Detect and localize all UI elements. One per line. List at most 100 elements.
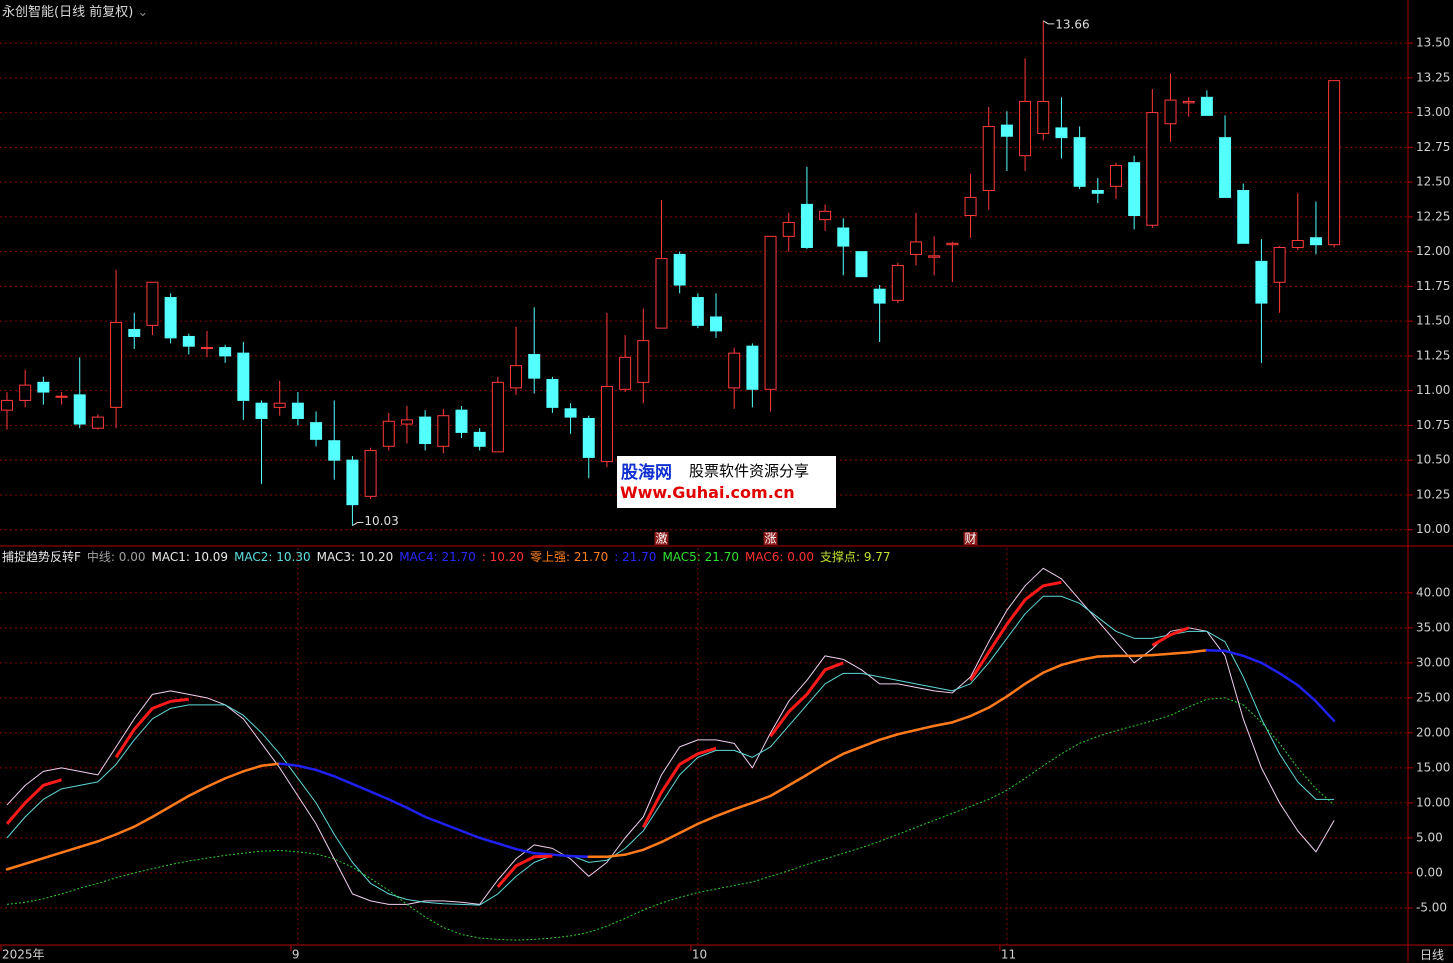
trend-segment xyxy=(878,732,900,742)
candle-body xyxy=(1291,240,1304,248)
y-tick-label: 13.50 xyxy=(1416,36,1450,50)
legend-entry: MAC1: 10.09 xyxy=(151,550,229,564)
candle-body xyxy=(382,420,395,447)
chart-title: 永创智能(日线 前复权) ⌄ xyxy=(2,1,148,20)
candle-body xyxy=(837,227,850,247)
y-tick-label: 30.00 xyxy=(1416,655,1450,669)
trend-segment xyxy=(914,724,936,732)
candle-body xyxy=(619,356,632,390)
candle-body xyxy=(673,253,686,286)
trend-segment xyxy=(860,738,881,749)
trend-segment xyxy=(1241,654,1263,665)
candle-body xyxy=(1182,100,1195,104)
trend-segment xyxy=(642,840,663,852)
trend-segment xyxy=(714,807,736,818)
candle-body xyxy=(600,386,613,463)
y-tick-label: 10.75 xyxy=(1416,418,1450,432)
legend-entry: MAC4: 21.70 xyxy=(399,550,476,564)
trend-segment xyxy=(169,794,191,808)
trend-segment xyxy=(605,853,627,859)
y-tick-label: 13.00 xyxy=(1416,105,1450,119)
indicator-title: 捕捉趋势反转F xyxy=(2,550,81,564)
y-tick-label: 35.00 xyxy=(1416,620,1450,634)
y-tick-label: 10.00 xyxy=(1416,522,1450,536)
candle-body xyxy=(728,352,741,389)
menu-icon[interactable]: ⌄ xyxy=(137,5,149,20)
trend-segment xyxy=(460,829,481,840)
x-tick-label: 11 xyxy=(1001,948,1016,962)
y-tick-label: 12.50 xyxy=(1416,175,1450,189)
trend-segment xyxy=(1005,682,1027,698)
signal-box xyxy=(963,532,978,545)
indicator-line xyxy=(6,697,1335,941)
legend-entry: MAC2: 10.30 xyxy=(234,550,311,564)
trend-segment xyxy=(260,762,281,768)
trend-segment xyxy=(223,770,245,780)
candle-body xyxy=(891,265,904,301)
candle-body xyxy=(491,381,504,453)
title-text: 永创智能(日线 前复权) xyxy=(2,5,134,20)
legend-entry: 支撑点: 9.77 xyxy=(819,550,891,564)
candle-body xyxy=(582,417,595,458)
legend-entry: : 21.70 xyxy=(614,550,657,564)
candle-body xyxy=(691,297,704,326)
trend-segment xyxy=(387,798,409,810)
signal-box xyxy=(763,532,778,545)
period-label[interactable]: 日线 xyxy=(1420,948,1445,962)
candle-body xyxy=(164,297,177,339)
trend-segment xyxy=(823,752,845,765)
trend-segment xyxy=(478,836,500,845)
trend-segment xyxy=(5,862,27,871)
trend-segment xyxy=(987,695,1009,709)
trend-segment xyxy=(769,784,790,798)
candle-body xyxy=(873,288,886,304)
candle-body xyxy=(219,347,232,357)
y-tick-label: 10.25 xyxy=(1416,487,1450,501)
candle-body xyxy=(782,221,795,237)
trend-segment xyxy=(496,842,518,851)
candle-body xyxy=(637,340,650,383)
candle-body xyxy=(182,335,195,347)
trend-segment xyxy=(551,853,572,858)
trend-segment xyxy=(1078,655,1100,662)
indicator-line xyxy=(6,567,1335,905)
trend-segment xyxy=(1060,658,1081,667)
y-tick-label: 11.25 xyxy=(1416,348,1450,362)
trend-segment xyxy=(332,775,354,786)
candle-body xyxy=(1073,137,1086,187)
candle-body xyxy=(310,422,323,440)
signal-label: 财 xyxy=(965,532,977,546)
x-tick-label: 2025年 xyxy=(2,948,45,962)
candle-body xyxy=(746,345,759,390)
y-tick-label: 0.00 xyxy=(1416,865,1443,879)
candle-body xyxy=(1200,96,1213,116)
trend-segment xyxy=(1023,671,1045,686)
legend-entry: 零上强: 21.70 xyxy=(530,550,609,564)
trend-segment xyxy=(187,785,209,798)
candle-body xyxy=(910,241,922,255)
trend-segment xyxy=(805,762,827,777)
y-tick-label: 25.00 xyxy=(1416,690,1450,704)
watermark-slogan: 股票软件资源分享 xyxy=(689,462,810,480)
trend-segment xyxy=(678,822,700,835)
trend-segment xyxy=(969,706,990,718)
candle-body xyxy=(764,235,777,390)
indicator-legend: 捕捉趋势反转F 中线: 0.00 MAC1: 10.09 MAC2: 10.30 MAC… xyxy=(2,548,897,565)
candle-body xyxy=(819,210,832,221)
trend-segment xyxy=(96,833,118,843)
watermark-url: Www.Guhai.com.cn xyxy=(620,483,795,502)
y-tick-label: 13.25 xyxy=(1416,70,1450,84)
candle-body xyxy=(1019,100,1032,157)
y-tick-label: 11.50 xyxy=(1416,314,1450,328)
high-pointer xyxy=(1043,20,1055,25)
watermark-site: 股海网 xyxy=(621,463,672,483)
legend-entry: MAC6: 0.00 xyxy=(745,550,814,564)
trend-segment xyxy=(787,773,809,787)
candle-body xyxy=(55,395,68,398)
trend-segment xyxy=(1205,648,1227,653)
trend-segment xyxy=(1169,651,1190,655)
candle-body xyxy=(946,242,959,246)
trend-segment xyxy=(514,847,536,855)
trend-segment xyxy=(314,768,336,778)
candle-body xyxy=(546,379,559,408)
